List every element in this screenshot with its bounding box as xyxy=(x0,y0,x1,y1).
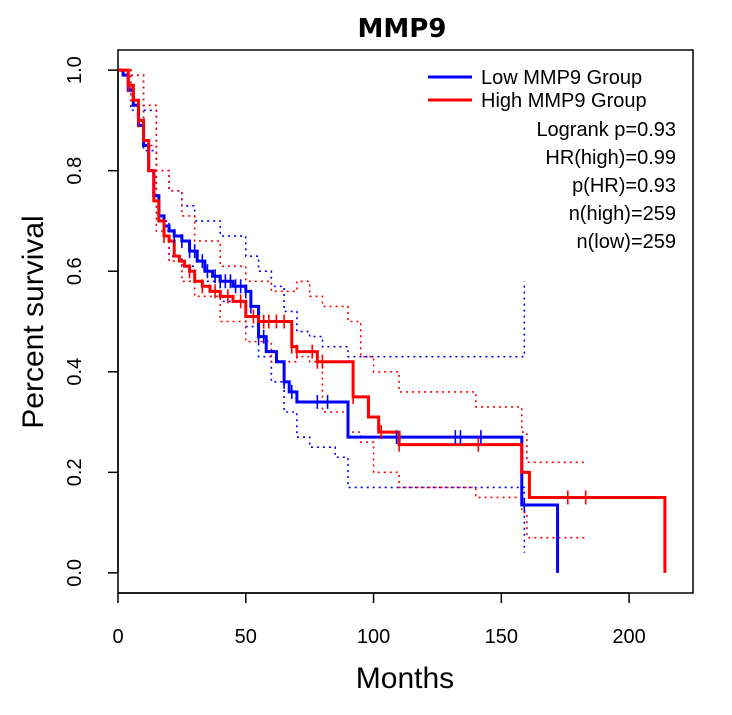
x-tick-label: 100 xyxy=(357,626,390,648)
ci-upper-low xyxy=(118,69,526,358)
confidence-intervals xyxy=(118,69,586,553)
x-tick-label: 200 xyxy=(612,626,645,648)
ci-lower-low xyxy=(118,69,526,553)
y-tick-label: 0.8 xyxy=(64,157,86,185)
chart-title: MMP9 xyxy=(358,14,447,44)
survival-curve-high xyxy=(118,68,667,573)
x-axis: 0 50 100 150 200 xyxy=(112,592,646,648)
y-tick-label: 0.4 xyxy=(64,358,86,386)
annotation-hr-high: HR(high)=0.99 xyxy=(545,147,676,169)
ci-lower-high xyxy=(118,69,586,539)
legend-label-low: Low MMP9 Group xyxy=(481,67,642,89)
y-axis: 0.0 0.2 0.4 0.6 0.8 1.0 xyxy=(64,56,119,587)
legend: Low MMP9 Group High MMP9 Group Logrank p… xyxy=(428,67,676,253)
y-tick-label: 0.0 xyxy=(64,559,86,587)
x-tick-label: 0 xyxy=(112,626,123,648)
legend-label-high: High MMP9 Group xyxy=(481,90,647,112)
x-tick-label: 50 xyxy=(235,626,257,648)
x-axis-title: Months xyxy=(356,662,454,695)
survival-curves xyxy=(118,68,667,573)
censor-marks xyxy=(127,78,587,513)
annotation-p-hr: p(HR)=0.93 xyxy=(572,175,676,197)
annotation-n-low: n(low)=259 xyxy=(576,231,676,253)
y-tick-label: 0.6 xyxy=(64,257,86,285)
ci-upper-high xyxy=(118,69,586,464)
y-tick-label: 0.2 xyxy=(64,458,86,486)
y-tick-label: 1.0 xyxy=(64,56,86,84)
annotation-n-high: n(high)=259 xyxy=(569,203,676,225)
annotation-logrank-p: Logrank p=0.93 xyxy=(536,119,676,141)
x-tick-label: 150 xyxy=(485,626,518,648)
y-axis-title: Percent survival xyxy=(17,215,50,428)
